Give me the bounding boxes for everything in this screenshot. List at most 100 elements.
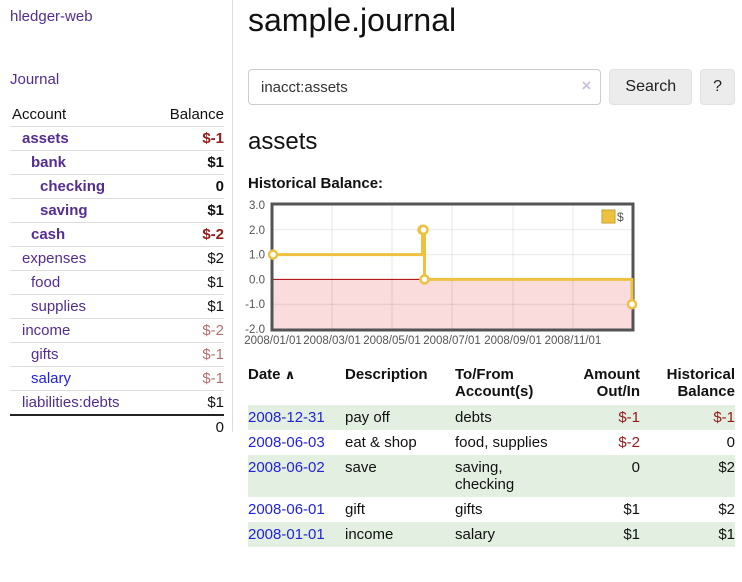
account-balance: 0 <box>153 174 224 199</box>
y-tick-label: -1.0 <box>245 299 265 311</box>
transaction-description: eat & shop <box>345 434 417 451</box>
account-row: assets $-1 <box>10 126 224 151</box>
transaction-amount: 0 <box>631 459 640 476</box>
register-row: 2008-06-03 eat & shop food, supplies $-2 0 <box>248 430 735 455</box>
account-link-salary[interactable]: salary <box>31 370 72 387</box>
account-row: expenses $2 <box>10 246 224 271</box>
chart-negative-region <box>273 279 632 329</box>
account-link-liabilities-debts[interactable]: liabilities:debts <box>22 394 120 411</box>
account-balance: $-1 <box>153 366 224 391</box>
x-tick-label: 2008/03/01 <box>303 335 361 347</box>
transaction-date-link[interactable]: 2008-12-31 <box>248 409 325 426</box>
transaction-date-link[interactable]: 2008-01-01 <box>248 526 325 543</box>
transaction-accounts: salary <box>455 526 496 543</box>
data-point-marker <box>418 224 429 236</box>
transaction-amount: $1 <box>623 526 640 543</box>
transaction-date-link[interactable]: 2008-06-03 <box>248 434 325 451</box>
sort-ascending-icon: ∧ <box>284 367 296 382</box>
transaction-balance: $-1 <box>713 409 735 426</box>
transaction-accounts: gifts <box>455 501 483 518</box>
account-row: salary $-1 <box>10 366 224 391</box>
account-balance: $-1 <box>153 126 224 151</box>
account-link-food[interactable]: food <box>31 274 61 291</box>
page-title: sample.journal <box>248 2 457 38</box>
accounts-body: assets $-1 bank $1 checking 0 saving $1 cash $-2 e… <box>10 126 224 415</box>
account-balance: $-1 <box>153 342 224 367</box>
account-balance: $1 <box>153 198 224 223</box>
transaction-description: gift <box>345 501 366 518</box>
transaction-balance: $1 <box>718 526 735 543</box>
data-point-marker <box>267 249 279 260</box>
account-balance: $1 <box>153 270 224 295</box>
register-col-date[interactable]: Date ∧ <box>248 366 296 383</box>
x-tick-label: 2008/01/01 <box>244 335 302 347</box>
y-tick-label: 0.0 <box>249 274 265 286</box>
account-balance: $1 <box>153 150 224 175</box>
account-row: cash $-2 <box>10 222 224 247</box>
sidebar-divider <box>232 0 233 432</box>
account-link-expenses[interactable]: expenses <box>22 250 87 267</box>
register-col-description: Description <box>345 366 428 383</box>
register-table: Date ∧ Description To/From Account(s) Am… <box>248 364 735 547</box>
app-title-link[interactable]: hledger-web <box>10 8 93 25</box>
account-link-bank[interactable]: bank <box>31 154 67 171</box>
account-balance: $2 <box>153 246 224 271</box>
account-row: liabilities:debts $1 <box>10 390 224 415</box>
account-row: gifts $-1 <box>10 342 224 367</box>
register-row: 2008-06-02 save saving, checking 0 $2 <box>248 455 735 497</box>
legend-swatch <box>601 209 616 224</box>
account-link-saving[interactable]: saving <box>40 202 88 219</box>
account-row: food $1 <box>10 270 224 295</box>
main-content: sample.journal × Search ? assets Histori… <box>244 0 735 547</box>
y-tick-label: -2.0 <box>245 324 265 336</box>
search-input-wrap: × <box>248 69 602 105</box>
register-col-accounts: To/From Account(s) <box>455 366 534 400</box>
clear-search-icon[interactable]: × <box>581 76 592 95</box>
accounts-column-balance: Balance <box>169 106 224 123</box>
transaction-description: save <box>345 459 377 476</box>
y-tick-label: 3.0 <box>249 200 265 212</box>
account-link-income[interactable]: income <box>22 322 71 339</box>
register-header-row: Date ∧ Description To/From Account(s) Am… <box>248 364 735 405</box>
transaction-accounts: saving, checking <box>455 459 515 493</box>
transaction-balance: $2 <box>718 459 735 476</box>
account-balance: $1 <box>153 294 224 319</box>
help-button[interactable]: ? <box>700 69 735 105</box>
account-heading: assets <box>248 128 318 155</box>
transaction-amount: $-1 <box>618 409 640 426</box>
account-link-cash[interactable]: cash <box>31 226 66 243</box>
accounts-column-account: Account <box>12 106 67 123</box>
chart-title: Historical Balance: <box>248 175 384 192</box>
register-row: 2008-01-01 income salary $1 $1 <box>248 522 735 547</box>
search-input[interactable] <box>248 69 602 105</box>
x-tick-label: 2008/11/01 <box>545 335 602 347</box>
account-link-checking[interactable]: checking <box>40 178 106 195</box>
accounts-table: Account Balance assets $-1 bank $1 checking 0… <box>10 103 224 439</box>
account-row: bank $1 <box>10 150 224 175</box>
register-row: 2008-06-01 gift gifts $1 $2 <box>248 497 735 522</box>
sidebar: hledger-web Journal Account Balance asse… <box>0 0 232 439</box>
account-row: income $-2 <box>10 318 224 343</box>
register-row: 2008-12-31 pay off debts $-1 $-1 <box>248 405 735 430</box>
account-row: checking 0 <box>10 174 224 199</box>
transaction-date-link[interactable]: 2008-06-02 <box>248 459 325 476</box>
account-link-assets[interactable]: assets <box>22 130 69 147</box>
account-link-supplies[interactable]: supplies <box>31 298 87 315</box>
register-col-balance: Historical Balance <box>666 366 735 400</box>
search-button[interactable]: Search <box>609 69 693 105</box>
transaction-date-link[interactable]: 2008-06-01 <box>248 501 325 518</box>
account-link-gifts[interactable]: gifts <box>31 346 59 363</box>
sidebar-item-journal[interactable]: Journal <box>10 71 60 88</box>
register-body: 2008-12-31 pay off debts $-1 $-1 2008-06-03 ea… <box>248 405 735 547</box>
data-point-marker <box>626 298 638 310</box>
accounts-total-row: 0 <box>10 414 224 439</box>
accounts-total-balance: 0 <box>153 414 224 439</box>
account-balance: $-2 <box>153 318 224 343</box>
transaction-accounts: debts <box>455 409 492 426</box>
transaction-description: income <box>345 526 394 543</box>
search-form: × Search ? <box>248 69 735 105</box>
transaction-amount: $-2 <box>618 434 640 451</box>
account-row: saving $1 <box>10 198 224 223</box>
